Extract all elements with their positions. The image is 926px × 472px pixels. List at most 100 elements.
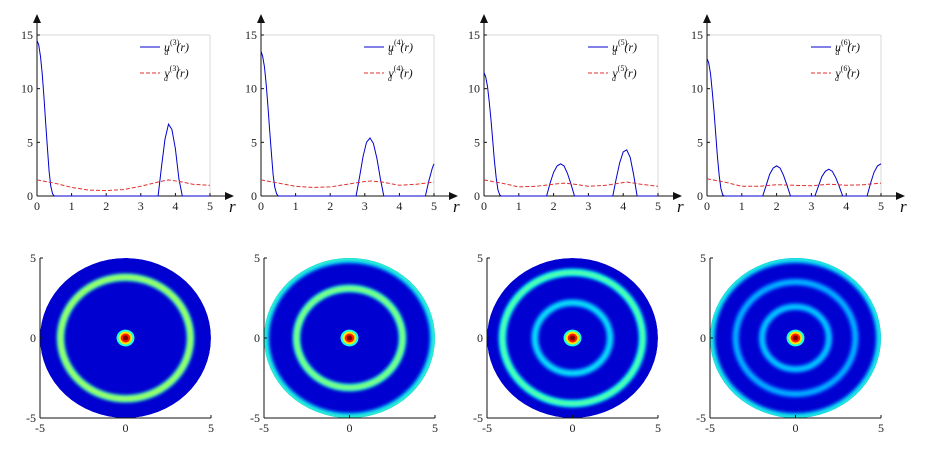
y-tick-label: 0: [30, 331, 36, 345]
x-tick-label: -5: [259, 421, 269, 435]
legend-entry: u(3) d (r): [164, 38, 189, 57]
y-tick-label: 5: [254, 251, 260, 265]
x-tick-label: 0: [123, 421, 129, 435]
density-ring-core: [295, 287, 404, 389]
y-tick-label: 5: [30, 251, 36, 265]
x-tick-label: 5: [432, 421, 438, 435]
y-tick-label: 5: [474, 135, 480, 149]
heatmap-field: [487, 258, 658, 418]
x-tick-label: -5: [705, 421, 715, 435]
legend-entry: u(4) d (r): [388, 38, 413, 57]
line-chart-3: 0 1 2 3 4 5 0 5 10 15 r u(5) d (r) v(5) d (r): [468, 14, 684, 216]
x-tick-label: 5: [655, 421, 661, 435]
density-ring-core: [760, 305, 831, 371]
x-tick-label: 0: [481, 199, 487, 213]
x-tick-label: 1: [516, 199, 522, 213]
x-tick-label: 5: [207, 199, 213, 213]
x-tick-label: 1: [293, 199, 299, 213]
x-tick-label: 0: [704, 199, 710, 213]
y-tick-label: 10: [245, 82, 257, 96]
y-tick-label: 0: [474, 189, 480, 203]
y-axis-arrow: [703, 14, 711, 23]
y-tick-label: 0: [477, 331, 483, 345]
x-axis-arrow: [225, 192, 234, 200]
x-tick-label: -5: [482, 421, 492, 435]
x-tick-label: 0: [793, 421, 799, 435]
x-axis-label: r: [229, 197, 236, 216]
line-chart-4: 0 1 2 3 4 5 0 5 10 15 r u(6) d (r) v(6) d (r): [691, 14, 907, 216]
series-line-v: [260, 179, 435, 188]
heatmap-1: -5 0 5 -5 0 5: [26, 251, 214, 435]
x-tick-label: 3: [138, 199, 144, 213]
center-peak-level: [569, 335, 576, 341]
density-ring-core: [734, 280, 857, 396]
x-tick-label: 5: [878, 199, 884, 213]
y-tick-label: 0: [697, 189, 703, 203]
center-peak-level: [346, 335, 353, 341]
x-axis-arrow: [896, 192, 905, 200]
series-line-v: [483, 179, 659, 188]
heatmap-field: [40, 258, 211, 418]
series-line-u: [36, 40, 210, 197]
x-tick-label: 5: [431, 199, 437, 213]
heatmap-2: -5 0 5 -5 0 5: [250, 251, 438, 435]
x-tick-label: 2: [327, 199, 333, 213]
legend-entry: u(6) d (r): [835, 38, 860, 57]
series-line-u: [706, 58, 882, 197]
y-tick-label: -5: [696, 411, 706, 425]
x-tick-label: 0: [34, 199, 40, 213]
series-line-v: [706, 178, 882, 187]
series-line-v: [36, 179, 211, 192]
x-tick-label: 3: [808, 199, 814, 213]
x-tick-label: 5: [878, 421, 884, 435]
y-tick-label: -5: [250, 411, 260, 425]
y-tick-label: -5: [26, 411, 36, 425]
x-axis-arrow: [449, 192, 458, 200]
x-tick-label: 0: [570, 421, 576, 435]
x-tick-label: 5: [208, 421, 214, 435]
y-tick-label: 0: [700, 331, 706, 345]
y-tick-label: 5: [477, 251, 483, 265]
x-tick-label: 2: [551, 199, 557, 213]
y-axis-arrow: [257, 14, 265, 23]
x-tick-label: 0: [347, 421, 353, 435]
y-tick-label: -5: [473, 411, 483, 425]
x-tick-label: -5: [35, 421, 45, 435]
legend-entry: v(4) d (r): [388, 64, 413, 83]
density-ring-core: [59, 275, 192, 401]
y-tick-label: 0: [254, 331, 260, 345]
y-tick-label: 10: [21, 82, 33, 96]
y-tick-label: 0: [27, 189, 33, 203]
legend-entry: v(3) d (r): [164, 64, 189, 83]
x-axis-label: r: [900, 197, 907, 216]
heatmap-field: [264, 258, 435, 418]
line-chart-2: 0 1 2 3 4 5 0 5 10 15 r u(4) d (r) v(4) d (r): [245, 14, 460, 216]
y-tick-label: 15: [21, 28, 33, 42]
x-tick-label: 4: [396, 199, 402, 213]
y-tick-label: 15: [691, 28, 703, 42]
center-peak-level: [792, 335, 799, 341]
x-tick-label: 2: [774, 199, 780, 213]
legend-entry: v(5) d (r): [612, 64, 637, 83]
x-tick-label: 3: [585, 199, 591, 213]
y-tick-label: 10: [468, 82, 480, 96]
y-tick-label: 10: [691, 82, 703, 96]
x-tick-label: 5: [655, 199, 661, 213]
x-tick-label: 0: [258, 199, 264, 213]
x-tick-label: 1: [69, 199, 75, 213]
y-tick-label: 5: [27, 135, 33, 149]
y-tick-label: 15: [245, 28, 257, 42]
center-peak-level: [122, 335, 129, 341]
x-tick-label: 4: [843, 199, 849, 213]
x-axis-arrow: [673, 192, 682, 200]
line-chart-1: 0 1 2 3 4 5 0 5 10 15 r u(3) d (r) v(3) d (r): [21, 14, 236, 216]
density-ring-core: [533, 301, 612, 375]
x-tick-label: 4: [620, 199, 626, 213]
y-tick-label: 5: [700, 251, 706, 265]
x-axis-label: r: [453, 197, 460, 216]
heatmap-4: -5 0 5 -5 0 5: [696, 251, 884, 435]
x-tick-label: 4: [172, 199, 178, 213]
y-axis-arrow: [33, 14, 41, 23]
heatmap-3: -5 0 5 -5 0 5: [473, 251, 661, 435]
